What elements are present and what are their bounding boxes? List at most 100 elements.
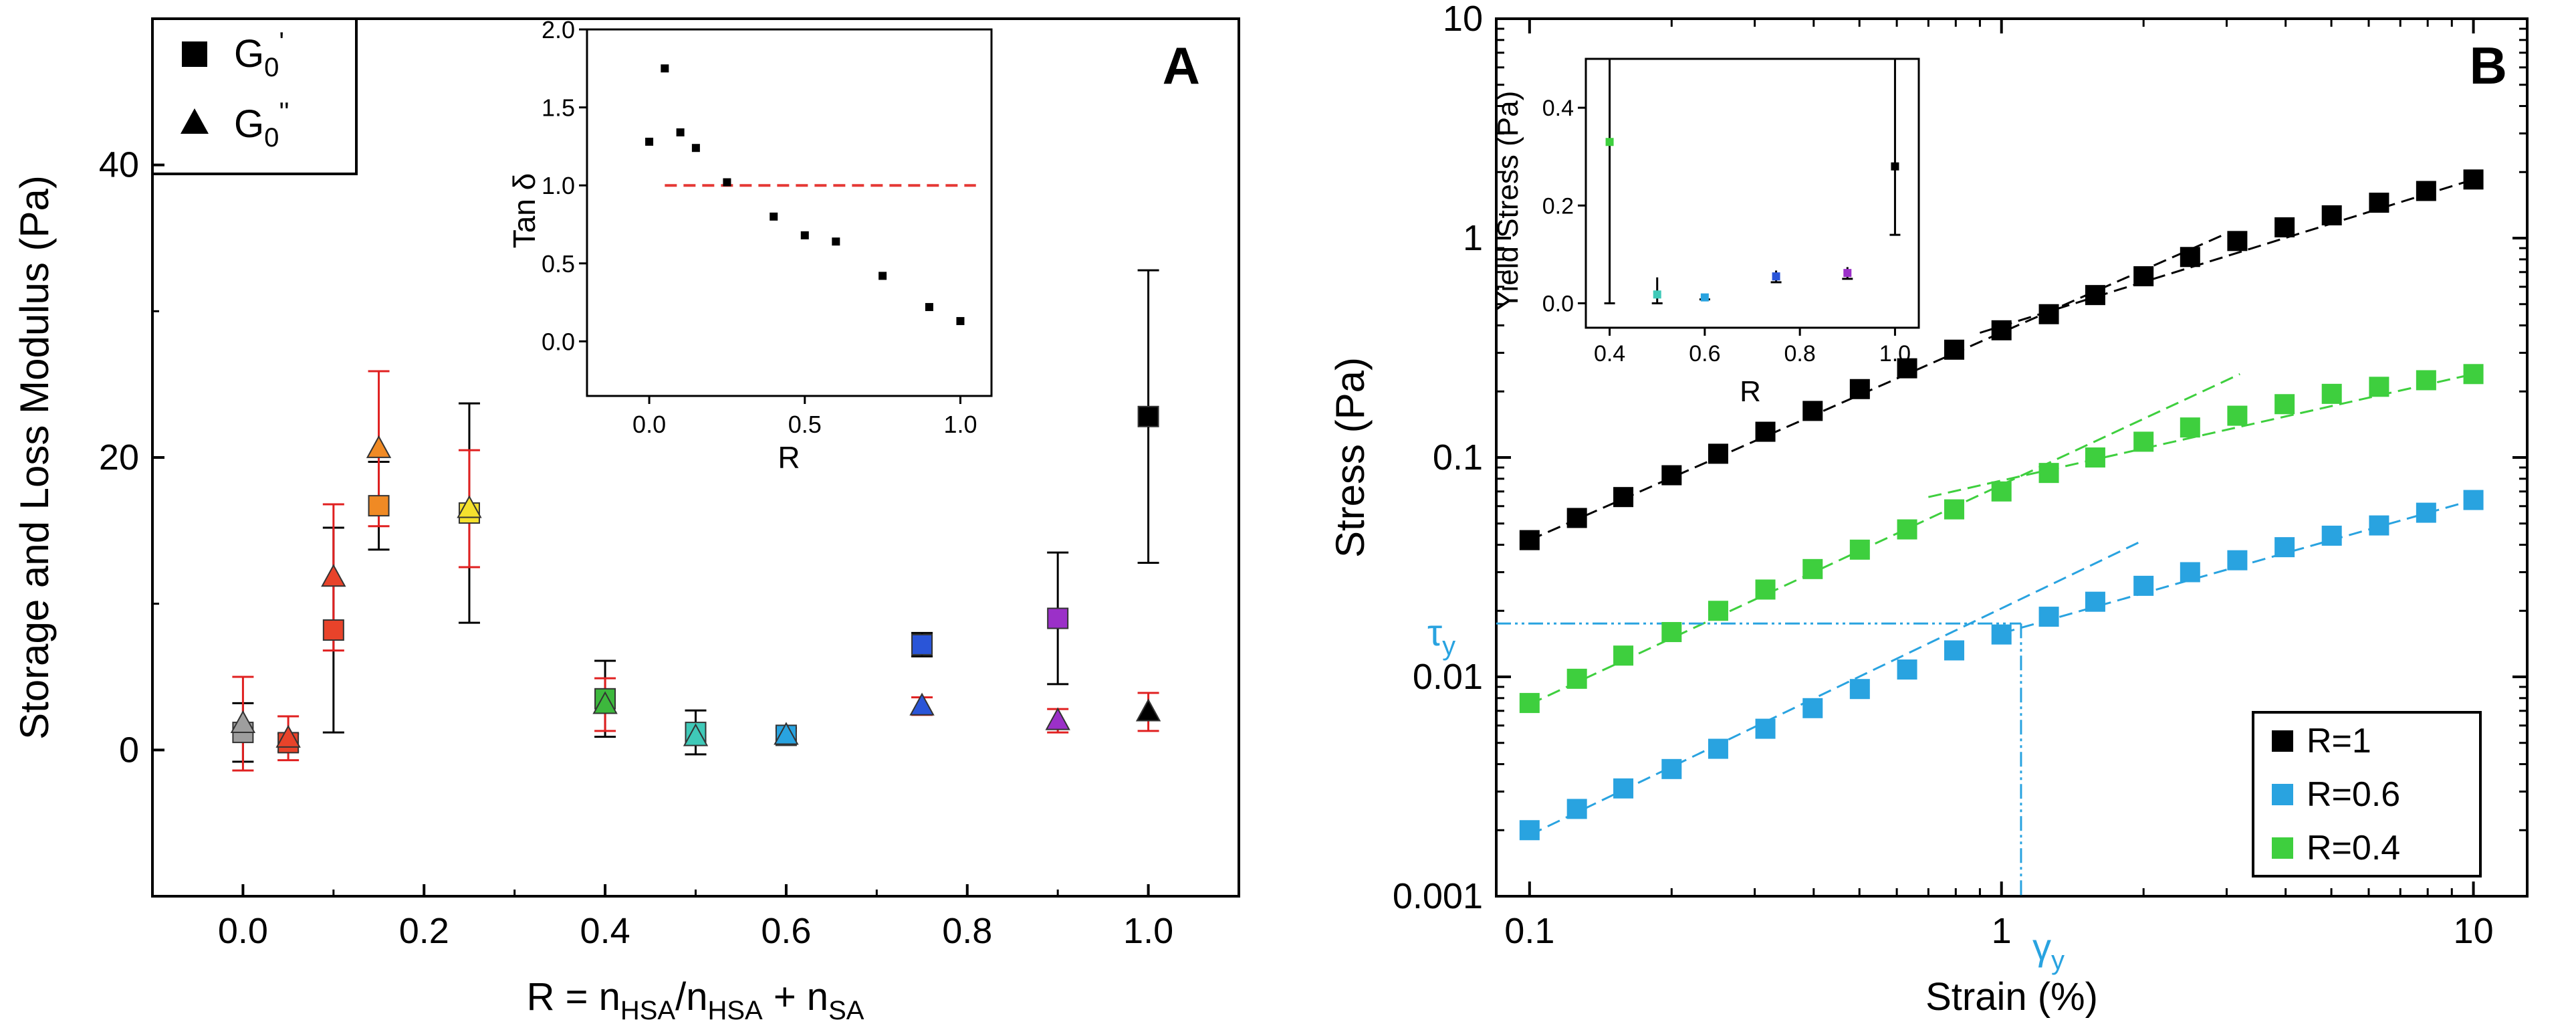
inset-a-ytick-label: 1.0	[542, 172, 575, 199]
b-point	[1661, 622, 1682, 643]
b-fit-line	[1529, 373, 2240, 706]
a-xtick-label: 0.0	[218, 911, 268, 951]
inset-a-point	[879, 272, 887, 280]
a-point-g0-double-prime	[366, 435, 392, 458]
b-fit-line	[1529, 232, 2228, 541]
inset-b-point	[1700, 293, 1709, 302]
panel-a-legend: G0' G0''	[151, 17, 358, 175]
b-ytick-label: 0.001	[1393, 876, 1483, 916]
inset-b-point	[1605, 138, 1614, 146]
inset-a-point	[661, 64, 669, 73]
inset-a-point	[832, 237, 840, 246]
inset-b-ylabel: Yield Stress (Pa)	[1492, 91, 1524, 310]
inset-a-point	[770, 212, 778, 221]
inset-a-ylabel: Tan δ	[507, 173, 542, 249]
a-point-g0-double-prime	[909, 692, 935, 716]
legend-marker-r06	[2272, 784, 2293, 805]
legend-label-r04: R=0.4	[2307, 829, 2400, 867]
b-point	[1991, 624, 2012, 645]
b-xtick-label: 0.1	[1504, 911, 1554, 951]
panel-a: A Storage and Loss Modulus (Pa) R = nHSA…	[12, 16, 1240, 1025]
b-point	[2369, 377, 2389, 397]
a-xtick-label: 0.6	[761, 911, 811, 951]
b-point	[2274, 537, 2295, 558]
inset-b-xtick-label: 0.8	[1784, 341, 1816, 367]
b-point	[2085, 591, 2105, 612]
inset-b-xtick-label: 0.4	[1594, 341, 1625, 367]
inset-b-point	[1891, 162, 1899, 171]
gamma-y-label: γy	[2032, 926, 2065, 975]
b-point	[2416, 181, 2436, 201]
panel-a-inset: Tan δ R 0.0 0.5 1.0 0.0 0.5 1.0 1.5 2.0	[507, 16, 993, 475]
b-point	[2416, 370, 2436, 391]
b-point	[1613, 778, 1634, 799]
b-point	[1897, 358, 1917, 379]
b-fit-line	[1979, 178, 2474, 334]
b-point	[1991, 320, 2012, 340]
panel-b: B Stress (Pa) Strain (%) 0.1 1 100.0010.01…	[1328, 0, 2529, 1019]
b-point	[1944, 640, 1964, 661]
b-point	[2321, 205, 2342, 225]
inset-a-ytick-label: 0.5	[542, 250, 575, 278]
tau-y-label: τy	[1427, 611, 1455, 661]
b-point	[2085, 447, 2105, 468]
inset-a-point	[645, 137, 654, 146]
b-point	[2321, 525, 2342, 546]
b-point	[1613, 487, 1634, 508]
b-point	[1708, 601, 1728, 621]
a-xtick-label: 0.8	[942, 911, 992, 951]
a-xtick-label: 0.2	[399, 911, 449, 951]
b-point	[2133, 266, 2154, 287]
b-point	[2180, 562, 2200, 583]
a-point-g0-double-prime	[774, 722, 799, 745]
b-point	[1802, 401, 1823, 421]
a-point-g0-prime	[1047, 607, 1069, 629]
b-point	[1519, 820, 1540, 841]
inset-a-xlabel: R	[778, 440, 800, 475]
a-point-g0-double-prime	[457, 495, 482, 518]
a-point-g0-double-prime	[275, 724, 301, 748]
b-point	[1708, 738, 1728, 759]
b-point	[1566, 799, 1587, 819]
b-point	[2085, 285, 2105, 306]
b-xtick-label: 1	[1992, 911, 2012, 951]
b-point	[2416, 502, 2436, 523]
b-point	[1944, 499, 1964, 520]
panel-b-legend: R=1 R=0.6 R=0.4	[2252, 711, 2482, 877]
b-point	[1755, 421, 1776, 442]
a-point-g0-prime	[368, 495, 390, 517]
b-point	[1991, 481, 2012, 502]
a-ytick-label: 40	[99, 145, 139, 185]
b-point	[2274, 394, 2295, 415]
b-ytick-label: 1	[1463, 218, 1483, 258]
inset-b-xtick-label: 1.0	[1879, 341, 1911, 367]
b-point	[2180, 247, 2200, 268]
inset-b-ytick-label: 0.4	[1542, 96, 1574, 121]
b-fit-line	[1928, 373, 2474, 498]
panel-a-ylabel: Storage and Loss Modulus (Pa)	[12, 175, 57, 740]
legend-marker-r1	[2272, 730, 2293, 752]
inset-a-point	[691, 144, 700, 152]
b-point	[2133, 575, 2154, 596]
panel-b-xlabel: Strain (%)	[1925, 975, 2098, 1019]
b-point	[2369, 193, 2389, 213]
b-point	[2038, 304, 2059, 324]
b-point	[2463, 364, 2484, 385]
inset-a-ytick-label: 2.0	[542, 16, 575, 43]
panel-a-label: A	[1163, 36, 1200, 95]
b-point	[2274, 217, 2295, 237]
panel-b-inset: Yield Stress (Pa) R 0.4 0.6 0.8 1.0 0.0 0.2 0.…	[1492, 54, 1922, 408]
b-point	[2038, 463, 2059, 484]
b-point	[1944, 339, 1964, 360]
legend-g0-double-prime: G0''	[234, 98, 289, 152]
b-point	[1897, 659, 1917, 680]
b-point	[1661, 758, 1682, 779]
b-xtick-label: 10	[2454, 911, 2494, 951]
panel-b-label: B	[2470, 36, 2507, 95]
legend-marker-r04	[2272, 837, 2293, 859]
inset-a-xtick-label: 1.0	[943, 411, 977, 438]
inset-a-point	[800, 231, 809, 239]
inset-a-point	[956, 317, 965, 326]
inset-b-ytick-label: 0.2	[1542, 193, 1574, 219]
b-point	[2227, 231, 2248, 251]
